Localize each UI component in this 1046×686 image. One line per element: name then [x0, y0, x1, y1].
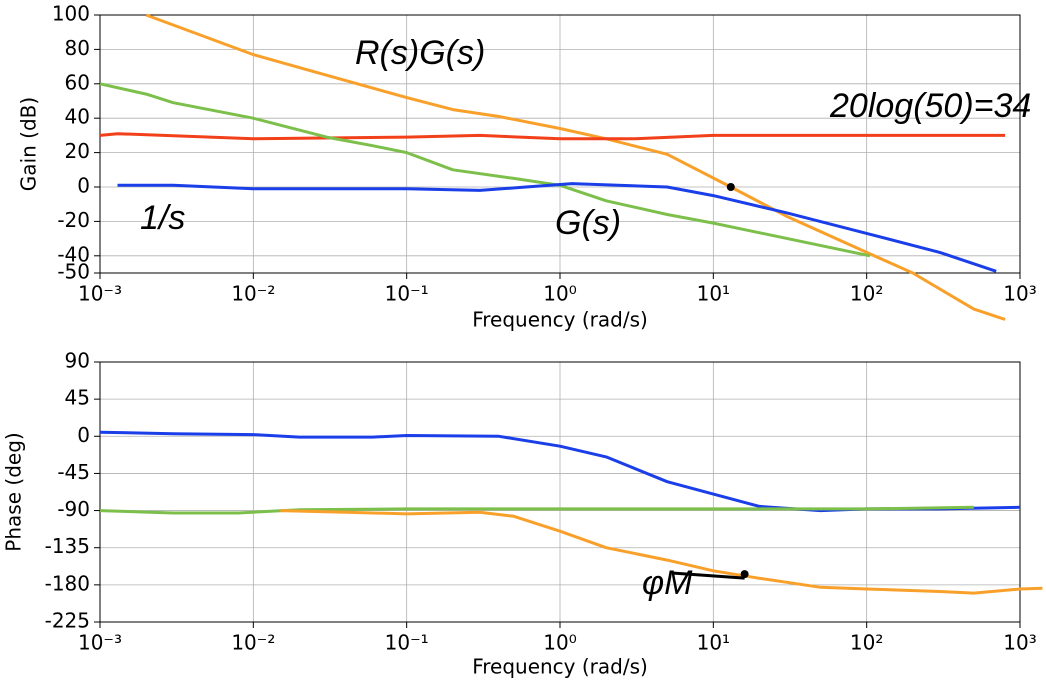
- y-tick-label: 90: [65, 349, 90, 373]
- y-tick-label: 20: [65, 139, 90, 163]
- handwritten-annotation: φM: [642, 564, 693, 602]
- y-tick-label: 0: [77, 174, 90, 198]
- y-tick-label: -135: [45, 534, 90, 558]
- y-tick-label: -45: [57, 460, 90, 484]
- y-axis-label: Gain (dB): [17, 97, 41, 191]
- x-tick-label: 10³: [1003, 631, 1036, 655]
- x-axis-label: Frequency (rad/s): [472, 308, 648, 332]
- line-series: [99, 132, 1006, 141]
- x-tick-label: 10²: [850, 282, 883, 306]
- x-tick-label: 10³: [1003, 282, 1036, 306]
- x-tick-label: 10¹: [697, 282, 730, 306]
- y-tick-label: 100: [52, 2, 90, 26]
- handwritten-label: G(s): [555, 204, 621, 242]
- line-series: [99, 82, 871, 258]
- x-tick-label: 10²: [850, 631, 883, 655]
- y-tick-label: -50: [57, 260, 90, 284]
- y-tick-label: 80: [65, 36, 90, 60]
- handwritten-label: R(s)G(s): [355, 34, 485, 72]
- y-axis-label: Phase (deg): [2, 432, 26, 551]
- line-series: [280, 509, 1043, 595]
- y-tick-label: -225: [45, 609, 90, 633]
- handwritten-label: 1/s: [140, 199, 185, 237]
- x-axis-label: Frequency (rad/s): [472, 655, 648, 679]
- line-series: [117, 182, 997, 273]
- y-tick-label: -180: [45, 571, 90, 595]
- x-tick-label: 10⁻¹: [385, 631, 429, 655]
- x-tick-label: 10⁻³: [78, 631, 122, 655]
- y-tick-label: 60: [65, 70, 90, 94]
- marker: [740, 570, 749, 579]
- x-tick-label: 10⁻³: [78, 282, 122, 306]
- line-series: [145, 13, 1006, 321]
- x-tick-label: 10¹: [697, 631, 730, 655]
- line-series: [99, 505, 974, 515]
- y-tick-label: -40: [57, 242, 90, 266]
- x-tick-label: 10⁰: [543, 631, 576, 655]
- y-tick-label: 40: [65, 105, 90, 129]
- annotation-line: [671, 571, 745, 580]
- y-tick-label: -90: [57, 497, 90, 521]
- x-tick-label: 10⁰: [543, 282, 576, 306]
- x-tick-label: 10⁻²: [231, 631, 275, 655]
- axes-frame: [99, 361, 1021, 623]
- y-tick-label: -20: [57, 208, 90, 232]
- x-tick-label: 10⁻¹: [385, 282, 429, 306]
- y-tick-label: 0: [77, 423, 90, 447]
- handwritten-label: 20log(50)=34: [829, 87, 1031, 125]
- axes-frame: [99, 14, 1021, 274]
- marker: [726, 183, 735, 191]
- y-tick-label: 45: [65, 386, 90, 410]
- x-tick-label: 10⁻²: [231, 282, 275, 306]
